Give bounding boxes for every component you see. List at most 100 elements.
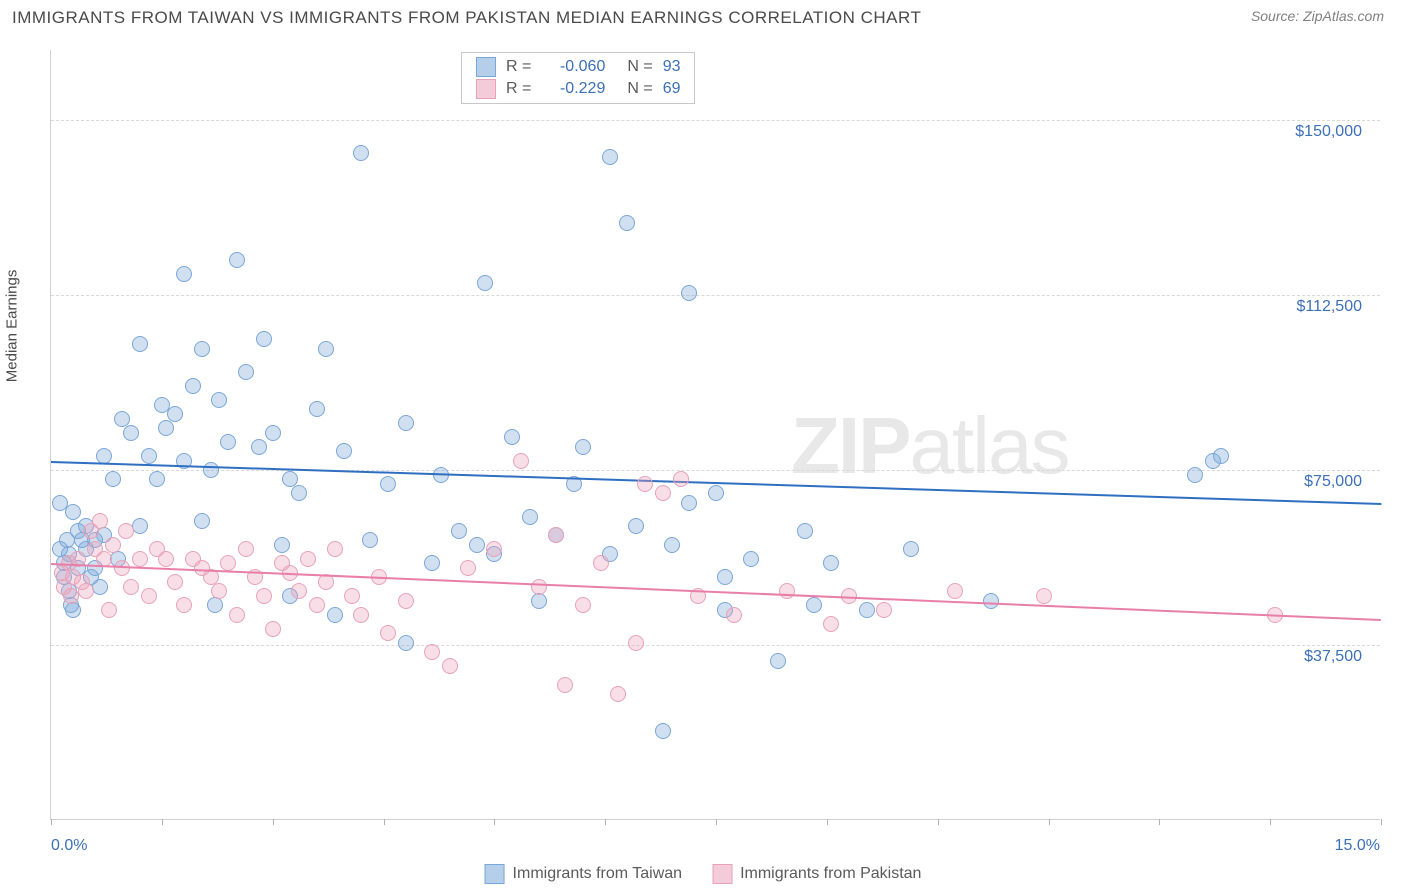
y-tick-label: $112,500 bbox=[1296, 298, 1362, 316]
data-point bbox=[123, 579, 139, 595]
x-tick bbox=[51, 819, 52, 825]
data-point bbox=[575, 439, 591, 455]
data-point bbox=[451, 523, 467, 539]
data-point bbox=[743, 551, 759, 567]
data-point bbox=[238, 364, 254, 380]
data-point bbox=[681, 495, 697, 511]
data-point bbox=[398, 415, 414, 431]
data-point bbox=[158, 551, 174, 567]
data-point bbox=[477, 275, 493, 291]
x-tick bbox=[384, 819, 385, 825]
data-point bbox=[229, 252, 245, 268]
x-tick bbox=[1270, 819, 1271, 825]
x-tick bbox=[1381, 819, 1382, 825]
data-point bbox=[983, 593, 999, 609]
data-point bbox=[513, 453, 529, 469]
data-point bbox=[531, 593, 547, 609]
data-point bbox=[229, 607, 245, 623]
data-point bbox=[664, 537, 680, 553]
x-tick bbox=[1049, 819, 1050, 825]
data-point bbox=[211, 583, 227, 599]
data-point bbox=[265, 425, 281, 441]
series-legend: Immigrants from Taiwan Immigrants from Pa… bbox=[485, 864, 922, 884]
gridline bbox=[51, 470, 1380, 471]
data-point bbox=[327, 607, 343, 623]
x-tick bbox=[273, 819, 274, 825]
data-point bbox=[424, 555, 440, 571]
data-point bbox=[251, 439, 267, 455]
x-tick bbox=[1159, 819, 1160, 825]
x-tick bbox=[605, 819, 606, 825]
legend-swatch bbox=[712, 864, 732, 884]
data-point bbox=[185, 378, 201, 394]
series-legend-item: Immigrants from Pakistan bbox=[712, 864, 921, 884]
data-point bbox=[557, 677, 573, 693]
data-point bbox=[575, 597, 591, 613]
data-point bbox=[876, 602, 892, 618]
data-point bbox=[194, 341, 210, 357]
data-point bbox=[398, 635, 414, 651]
data-point bbox=[105, 537, 121, 553]
data-point bbox=[123, 425, 139, 441]
data-point bbox=[194, 513, 210, 529]
correlation-legend: R =-0.060N =93R =-0.229N =69 bbox=[461, 52, 695, 104]
data-point bbox=[717, 569, 733, 585]
data-point bbox=[655, 723, 671, 739]
data-point bbox=[797, 523, 813, 539]
x-tick-label: 0.0% bbox=[51, 837, 87, 855]
data-point bbox=[63, 588, 79, 604]
data-point bbox=[362, 532, 378, 548]
data-point bbox=[101, 602, 117, 618]
data-point bbox=[655, 485, 671, 501]
data-point bbox=[779, 583, 795, 599]
x-tick bbox=[494, 819, 495, 825]
data-point bbox=[380, 625, 396, 641]
data-point bbox=[548, 527, 564, 543]
gridline bbox=[51, 645, 1380, 646]
data-point bbox=[947, 583, 963, 599]
data-point bbox=[531, 579, 547, 595]
gridline bbox=[51, 295, 1380, 296]
legend-swatch bbox=[476, 57, 496, 77]
legend-swatch bbox=[476, 79, 496, 99]
data-point bbox=[327, 541, 343, 557]
data-point bbox=[344, 588, 360, 604]
data-point bbox=[619, 215, 635, 231]
data-point bbox=[823, 555, 839, 571]
data-point bbox=[65, 602, 81, 618]
page-title: IMMIGRANTS FROM TAIWAN VS IMMIGRANTS FRO… bbox=[12, 8, 921, 28]
data-point bbox=[167, 574, 183, 590]
series-legend-item: Immigrants from Taiwan bbox=[485, 864, 683, 884]
x-tick-label: 15.0% bbox=[1335, 837, 1380, 855]
data-point bbox=[1213, 448, 1229, 464]
x-tick bbox=[827, 819, 828, 825]
data-point bbox=[118, 523, 134, 539]
data-point bbox=[149, 471, 165, 487]
data-point bbox=[291, 583, 307, 599]
data-point bbox=[726, 607, 742, 623]
data-point bbox=[203, 462, 219, 478]
legend-row: R =-0.229N =69 bbox=[476, 79, 680, 99]
data-point bbox=[442, 658, 458, 674]
data-point bbox=[424, 644, 440, 660]
data-point bbox=[167, 406, 183, 422]
data-point bbox=[770, 653, 786, 669]
data-point bbox=[903, 541, 919, 557]
data-point bbox=[522, 509, 538, 525]
data-point bbox=[265, 621, 281, 637]
data-point bbox=[220, 555, 236, 571]
data-point bbox=[628, 635, 644, 651]
data-point bbox=[398, 593, 414, 609]
data-point bbox=[256, 588, 272, 604]
data-point bbox=[708, 485, 724, 501]
data-point bbox=[593, 555, 609, 571]
x-tick bbox=[938, 819, 939, 825]
data-point bbox=[141, 448, 157, 464]
x-tick bbox=[716, 819, 717, 825]
trend-line bbox=[51, 563, 1381, 621]
scatter-chart: ZIPatlas R =-0.060N =93R =-0.229N =69 $3… bbox=[50, 50, 1380, 820]
data-point bbox=[859, 602, 875, 618]
data-point bbox=[78, 583, 94, 599]
data-point bbox=[211, 392, 227, 408]
y-tick-label: $150,000 bbox=[1295, 123, 1362, 141]
